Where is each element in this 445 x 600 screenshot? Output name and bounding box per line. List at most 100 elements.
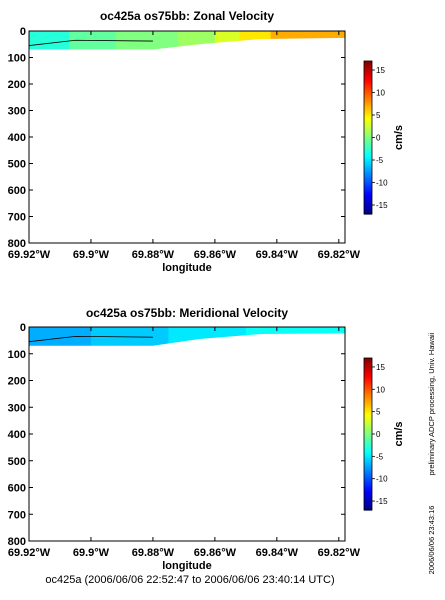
colorbar-swatch — [364, 180, 372, 184]
colorbar-swatch — [364, 192, 372, 196]
colorbar-label: cm/s — [393, 125, 405, 150]
colorbar-swatch — [364, 130, 372, 134]
colorbar-swatch — [364, 96, 372, 100]
colorbar-swatch — [364, 99, 372, 103]
colorbar-swatch — [364, 61, 372, 64]
colorbar-swatch — [364, 500, 372, 504]
colorbar-swatch — [364, 125, 372, 129]
colorbar-swatch — [364, 197, 372, 201]
colorbar-swatch — [364, 185, 372, 189]
colorbar-swatch — [364, 80, 372, 84]
x-tick-label: 69.84°W — [256, 249, 299, 261]
velocity-band — [90, 327, 170, 346]
y-tick-label: 400 — [8, 132, 26, 144]
colorbar-tick-label: 0 — [376, 134, 381, 143]
colorbar-swatch — [364, 386, 372, 390]
y-tick-label: 500 — [8, 456, 26, 468]
colorbar-swatch — [364, 422, 372, 426]
colorbar-swatch — [364, 379, 372, 383]
colorbar-swatch — [364, 170, 372, 174]
colorbar-swatch — [364, 166, 372, 170]
colorbar-tick-label: -5 — [376, 156, 384, 165]
velocity-field — [29, 327, 345, 346]
colorbar-swatch — [364, 178, 372, 182]
velocity-band — [168, 327, 247, 346]
colorbar-swatch — [364, 187, 372, 191]
colorbar-swatch — [364, 77, 372, 81]
colorbar-swatch — [364, 453, 372, 456]
velocity-band — [214, 31, 241, 50]
x-tick-label: 69.9°W — [73, 249, 110, 261]
colorbar-swatch — [364, 372, 372, 376]
colorbar-swatch — [364, 358, 372, 361]
y-tick-label: 600 — [8, 185, 26, 197]
y-tick-label: 600 — [8, 483, 26, 495]
colorbar-swatch — [364, 410, 372, 414]
colorbar-swatch — [364, 434, 372, 437]
colorbar-swatch — [364, 70, 372, 74]
colorbar-tick-label: 10 — [376, 89, 385, 98]
colorbar-swatch — [364, 72, 372, 76]
colorbar-tick-label: 5 — [376, 408, 381, 417]
colorbar-swatch — [364, 106, 372, 110]
colorbar-swatch — [364, 443, 372, 447]
axes-frame — [28, 326, 346, 542]
colorbar-swatch — [364, 89, 372, 93]
colorbar-swatch — [364, 479, 372, 483]
colorbar-swatch — [364, 137, 372, 141]
colorbar-tick-label: 15 — [376, 66, 385, 75]
colorbar-swatch — [364, 417, 372, 421]
colorbar-tick-label: 10 — [376, 385, 385, 394]
colorbar-swatch — [364, 476, 372, 480]
colorbar: 15 10 5 0 -5 -10 -15 cm/s — [363, 60, 405, 215]
colorbar-swatch — [364, 65, 372, 69]
colorbar-swatch — [364, 115, 372, 119]
colorbar-tick-label: -5 — [376, 452, 384, 461]
colorbar-swatch — [364, 104, 372, 108]
colorbar-swatch — [364, 144, 372, 148]
colorbar-swatch — [364, 505, 372, 509]
colorbar-swatch — [364, 438, 372, 442]
colorbar-swatch — [364, 209, 372, 213]
colorbar-swatch — [364, 481, 372, 485]
y-tick-label: 100 — [8, 53, 26, 65]
colorbar-swatch — [364, 450, 372, 454]
colorbar-swatch — [364, 474, 372, 478]
x-tick-label: 69.92°W — [8, 547, 51, 559]
x-axis-label: longitude — [162, 262, 212, 274]
colorbar-swatch — [364, 457, 372, 461]
colorbar-swatch — [364, 127, 372, 131]
colorbar-swatch — [364, 469, 372, 473]
colorbar-swatch — [364, 163, 372, 167]
colorbar-swatch — [364, 154, 372, 158]
colorbar-swatch — [364, 493, 372, 497]
colorbar-swatch — [364, 429, 372, 433]
colorbar-swatch — [364, 502, 372, 506]
colorbar: 15 10 5 0 -5 -10 -15 cm/s — [363, 357, 405, 511]
colorbar-swatch — [364, 111, 372, 115]
colorbar-swatch — [364, 94, 372, 98]
colorbar-swatch — [364, 132, 372, 136]
colorbar-swatch — [364, 419, 372, 423]
colorbar-swatch — [364, 204, 372, 208]
side-note: preliminary ADCP processing, Univ. Hawai… — [427, 332, 436, 475]
colorbar-swatch — [364, 441, 372, 445]
colorbar-swatch — [364, 149, 372, 153]
colorbar-tick-label: 5 — [376, 111, 381, 120]
colorbar-swatch — [364, 495, 372, 499]
zonal-velocity-panel: oc425a os75bb: Zonal Velocity01002003004… — [8, 9, 405, 274]
colorbar-swatch — [364, 182, 372, 186]
colorbar-swatch — [364, 84, 372, 88]
x-axis-label: longitude — [162, 560, 212, 572]
y-tick-label: 0 — [20, 322, 26, 334]
colorbar-swatch — [364, 388, 372, 392]
colorbar-swatch — [364, 63, 372, 67]
colorbar-swatch — [364, 393, 372, 397]
colorbar-swatch — [364, 199, 372, 203]
panel-title: oc425a os75bb: Zonal Velocity — [100, 9, 274, 23]
colorbar-label: cm/s — [393, 421, 405, 446]
colorbar-swatch — [364, 113, 372, 117]
x-tick-label: 69.9°W — [73, 547, 110, 559]
colorbar-swatch — [364, 151, 372, 155]
colorbar-swatch — [364, 483, 372, 487]
